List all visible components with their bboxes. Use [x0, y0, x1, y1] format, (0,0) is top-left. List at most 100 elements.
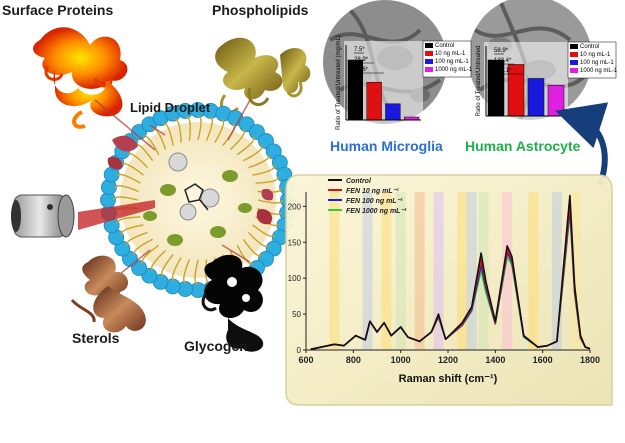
- lipid-tail: [141, 244, 160, 265]
- lipid-tail: [185, 116, 191, 141]
- raman-legend: Control FEN 10 ng mL⁻¹ FEN 100 ng mL⁻¹ FEN …: [328, 178, 407, 215]
- bar-annotation-2: 105.1*: [494, 68, 512, 74]
- raman-ytick-200: 200: [288, 202, 302, 211]
- legend-label-1: 10 ng mL-1: [580, 52, 611, 58]
- lipid-tail: [183, 259, 191, 284]
- raman-ytick-50: 50: [292, 310, 301, 319]
- raman-series-0: [310, 194, 591, 351]
- band-3: [395, 192, 406, 350]
- raman-xtick-600: 600: [298, 355, 313, 365]
- bar-1: [366, 81, 382, 121]
- raman-legend-label-0: Control: [346, 178, 372, 185]
- lipid-tail: [126, 152, 149, 169]
- raman-ytick-150: 150: [288, 238, 302, 247]
- bar-annotation-1: 133.4*: [494, 58, 512, 64]
- raman-xtick-1600: 1600: [533, 355, 553, 365]
- lipid-tail: [120, 224, 144, 236]
- legend-swatch-2: [570, 60, 578, 65]
- bar-2: [385, 103, 401, 121]
- band-4: [414, 192, 425, 350]
- bar-y-label: Ratio of Treated/Untreated (mg/mL): [336, 35, 342, 130]
- lipid-tail: [160, 254, 174, 278]
- lipid-tail: [242, 238, 263, 257]
- raman-spectra-panel: 600 800 1000 1200 1400 1600 1800 0 50 100 150 200 Ra…: [285, 174, 613, 406]
- legend-swatch-2: [425, 59, 433, 64]
- lipid-tail: [126, 231, 148, 246]
- label-glycogen: Glycogen: [184, 338, 248, 354]
- sterols-illustration: [70, 255, 146, 333]
- lipid-tail: [252, 224, 276, 238]
- raman-xtick-1800: 1800: [580, 355, 600, 365]
- bar-3: [547, 84, 565, 117]
- phospholipids-illustration: [215, 37, 311, 114]
- legend-label-3: 1000 ng mL-1: [580, 68, 618, 74]
- lipid-tail: [257, 187, 282, 193]
- lipid-tail: [255, 176, 280, 184]
- raman-xtick-800: 800: [346, 355, 361, 365]
- raman-ytick-100: 100: [288, 274, 302, 283]
- bar-annotation-2: 42.6*: [354, 67, 369, 73]
- band-2: [381, 192, 392, 350]
- bar-2: [527, 78, 545, 117]
- lipid-droplet-illustration: [100, 102, 296, 298]
- label-sterols: Sterols: [72, 330, 120, 346]
- droplet-proteins: [107, 135, 274, 225]
- lipid-tail: [257, 199, 283, 204]
- lipid-tail: [133, 238, 153, 256]
- band-11: [551, 192, 562, 350]
- bar-annotation-0: 58.9*: [494, 48, 509, 54]
- legend-label-2: 100 ng mL-1: [435, 59, 469, 65]
- lipid-tail: [205, 116, 213, 141]
- band-6: [457, 192, 468, 350]
- lipid-tail: [114, 185, 139, 193]
- droplet-cargo: [143, 152, 252, 246]
- lipid-tail: [247, 231, 270, 248]
- lipid-tail: [252, 164, 276, 176]
- band-0: [329, 192, 340, 350]
- label-human-astrocyte: Human Astrocyte: [465, 138, 581, 154]
- raman-xtick-1400: 1400: [485, 355, 505, 365]
- lipid-tail: [194, 259, 199, 285]
- lipid-tail: [113, 196, 139, 201]
- lipid-tail: [236, 135, 255, 156]
- raman-xtick-1000: 1000: [391, 355, 411, 365]
- raman-lines: [310, 194, 591, 351]
- legend-swatch-1: [570, 52, 578, 57]
- legend-swatch-0: [425, 43, 433, 48]
- band-9: [502, 192, 513, 350]
- label-surface-proteins: Surface Proteins: [2, 2, 114, 18]
- legend-label-1: 10 ng mL-1: [435, 51, 466, 57]
- legend-swatch-3: [570, 68, 578, 73]
- lipid-tail: [243, 144, 263, 162]
- bar-y-label: Ratio of Treated/Untreated: [476, 46, 482, 117]
- legend-swatch-3: [425, 67, 433, 72]
- legend-label-0: Control: [435, 43, 454, 49]
- lipid-tail: [152, 128, 167, 150]
- lipid-tail: [174, 118, 182, 143]
- label-lipid-droplet: Lipid Droplet: [130, 100, 211, 115]
- raman-ytick-0: 0: [297, 346, 302, 355]
- band-7: [466, 192, 477, 350]
- bar-annotation-0: 7.5*: [354, 47, 365, 53]
- raman-axes: 600 800 1000 1200 1400 1600 1800 0 50 100 150 200 Ra…: [288, 192, 600, 385]
- raman-xtick-1200: 1200: [438, 355, 458, 365]
- lipid-tail: [116, 173, 141, 184]
- lipid-tail: [197, 115, 202, 141]
- surface-proteins-illustration: [33, 27, 128, 129]
- glycogen-illustration: [201, 254, 264, 352]
- objective-lens-illustration: [11, 194, 155, 238]
- lipid-tail: [171, 257, 182, 282]
- raman-legend-label-3: FEN 1000 ng mL⁻¹: [346, 208, 407, 215]
- band-10: [528, 192, 539, 350]
- raman-x-label: Raman shift (cm⁻¹): [399, 373, 498, 385]
- microglia-bar-chart: Ratio of Treated/Untreated (mg/mL) 7.5* 28…: [336, 35, 473, 130]
- lipid-tail: [150, 249, 167, 272]
- lipid-tail: [229, 128, 246, 151]
- legend-label-3: 1000 ng mL-1: [435, 67, 473, 73]
- legend-label-2: 100 ng mL-1: [580, 60, 614, 66]
- lipid-tail: [116, 216, 141, 224]
- lipid-tail: [142, 135, 160, 155]
- lipid-tail: [248, 154, 270, 169]
- raman-legend-label-1: FEN 10 ng mL⁻¹: [346, 188, 399, 195]
- lipid-tail: [214, 118, 225, 143]
